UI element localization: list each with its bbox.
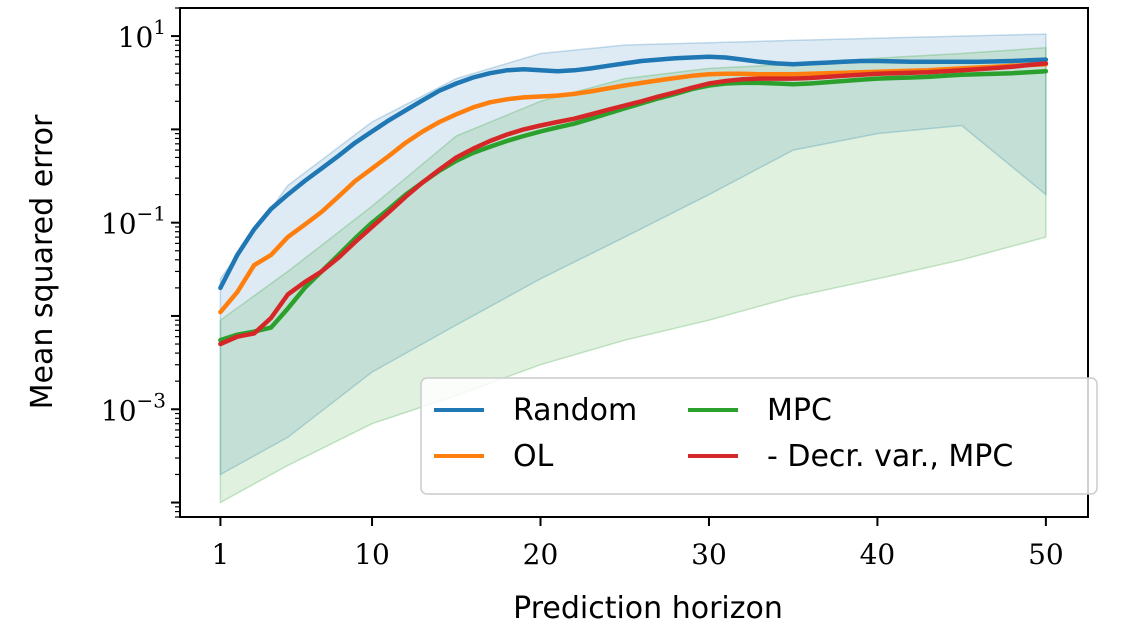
x-tick-label: 1 — [212, 538, 230, 571]
x-axis: 1 10 20 30 40 50 — [212, 517, 1064, 571]
legend-label-random: Random — [513, 393, 637, 428]
x-axis-label: Prediction horizon — [513, 591, 783, 626]
x-tick-label: 30 — [691, 538, 727, 571]
x-tick-label: 20 — [523, 538, 559, 571]
legend-label-mpc: MPC — [767, 393, 832, 428]
series-lines — [218, 54, 1049, 347]
x-tick-label: 40 — [860, 538, 896, 571]
legend: Random MPC OL - Decr. var., MPC — [420, 377, 1098, 495]
y-axis-label: Mean squared error — [25, 114, 60, 409]
series-line-mpc — [218, 68, 1049, 343]
x-tick-label: 50 — [1028, 538, 1064, 571]
y-tick-label: 101 — [118, 15, 166, 54]
series-line-random — [218, 54, 1049, 291]
series-line-decr-var-mpc — [218, 61, 1049, 347]
legend-label-decr-var-mpc: - Decr. var., MPC — [767, 439, 1013, 474]
x-tick-label: 10 — [354, 538, 390, 571]
y-tick-label: 10−1 — [101, 202, 166, 241]
legend-box — [420, 377, 1098, 495]
y-tick-label: 10−3 — [101, 388, 166, 427]
legend-label-ol: OL — [513, 439, 554, 474]
band-0 — [219, 33, 1047, 476]
y-axis: 10−3 10−1 101 — [101, 7, 180, 518]
plot-frame — [179, 7, 1089, 518]
